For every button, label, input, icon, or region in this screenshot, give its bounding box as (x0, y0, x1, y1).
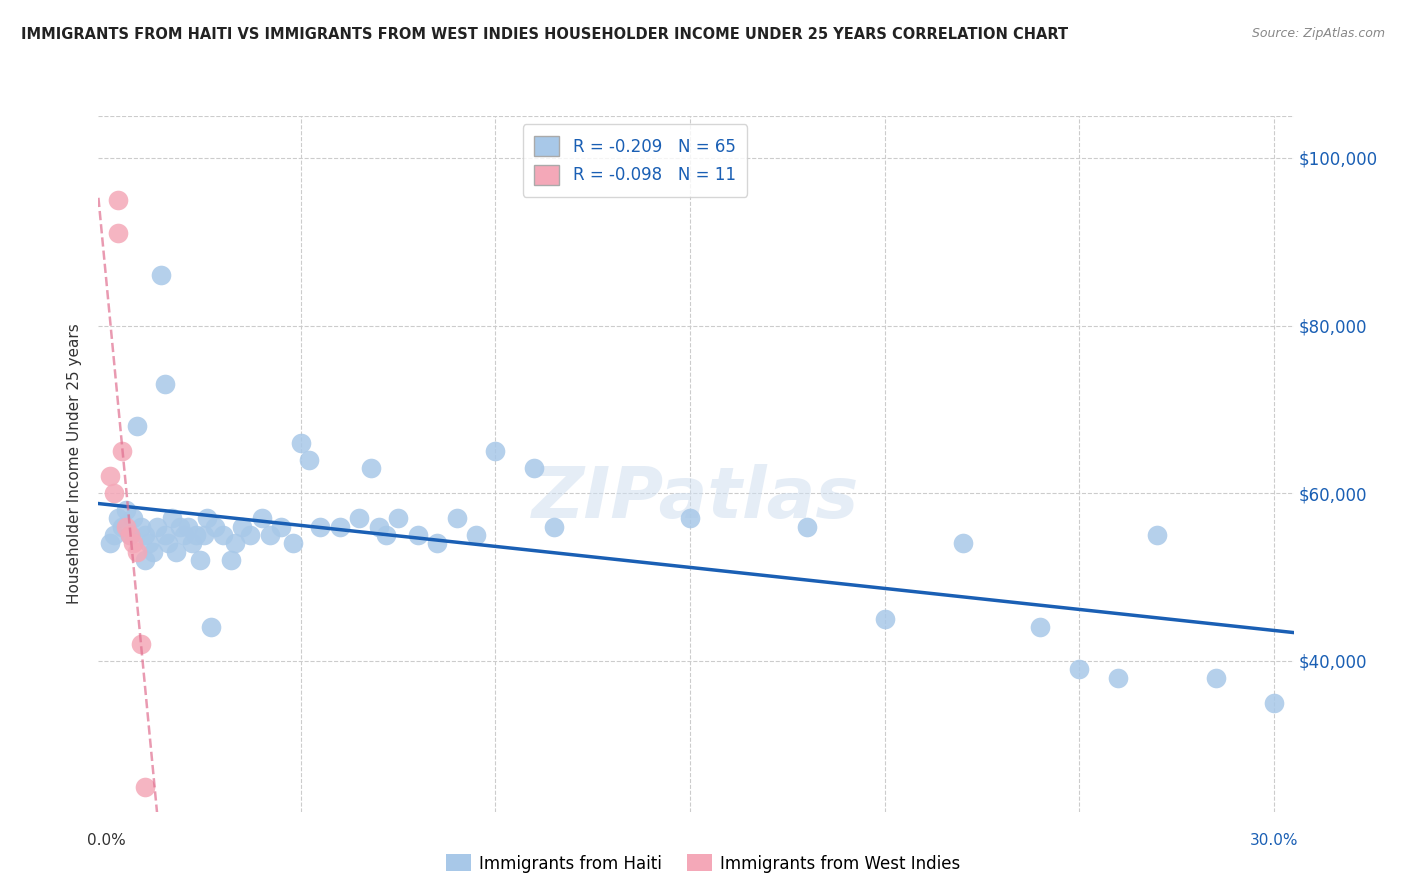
Point (114, 519, 136, 533)
Point (118, 528, 141, 542)
Point (250, 511, 273, 525)
Point (184, 528, 207, 542)
Point (298, 452, 321, 467)
Point (329, 519, 352, 533)
Point (375, 528, 398, 542)
Point (107, 511, 129, 525)
Point (169, 519, 191, 533)
Point (118, 528, 141, 542)
Point (212, 528, 235, 542)
Point (98, 469, 121, 483)
Point (134, 553, 156, 567)
Point (153, 377, 176, 392)
Point (197, 511, 219, 525)
Point (149, 268, 172, 283)
Point (177, 519, 200, 533)
Point (367, 519, 389, 533)
Point (290, 436, 312, 450)
Point (153, 528, 176, 542)
Point (103, 528, 125, 542)
Point (134, 528, 156, 542)
Point (142, 545, 165, 559)
Point (200, 620, 222, 634)
Point (224, 536, 246, 550)
Legend: Immigrants from Haiti, Immigrants from West Indies: Immigrants from Haiti, Immigrants from W… (439, 847, 967, 880)
Point (129, 519, 152, 533)
Point (270, 519, 292, 533)
Point (114, 503, 136, 517)
Point (484, 444, 506, 458)
Point (1107, 671, 1129, 685)
Text: 0.0%: 0.0% (87, 832, 125, 847)
Point (426, 536, 449, 550)
Point (259, 528, 281, 542)
Point (231, 519, 253, 533)
Point (157, 536, 180, 550)
Point (146, 519, 169, 533)
Point (239, 528, 262, 542)
Point (465, 528, 488, 542)
Point (134, 780, 156, 794)
Point (127, 419, 149, 434)
Point (103, 486, 125, 500)
Point (107, 227, 129, 241)
Point (309, 519, 332, 533)
Point (1029, 620, 1052, 634)
Point (873, 612, 896, 626)
Point (679, 511, 702, 525)
Point (165, 545, 187, 559)
Point (406, 528, 429, 542)
Point (219, 553, 242, 567)
Point (1069, 662, 1091, 676)
Point (129, 637, 152, 651)
Point (446, 511, 468, 525)
Point (1205, 671, 1227, 685)
Point (138, 536, 160, 550)
Point (360, 461, 382, 475)
Point (188, 553, 211, 567)
Point (98, 536, 121, 550)
Point (387, 511, 409, 525)
Point (107, 193, 129, 207)
Y-axis label: Householder Income Under 25 years: Householder Income Under 25 years (67, 324, 83, 604)
Text: 30.0%: 30.0% (1250, 832, 1298, 847)
Point (127, 545, 149, 559)
Point (122, 511, 145, 525)
Point (796, 519, 818, 533)
Point (281, 536, 304, 550)
Point (523, 461, 546, 475)
Point (111, 519, 134, 533)
Point (1263, 696, 1285, 710)
Text: ZIPatlas: ZIPatlas (533, 464, 859, 533)
Point (173, 528, 195, 542)
Point (952, 536, 974, 550)
Point (204, 519, 226, 533)
Point (193, 528, 215, 542)
Point (122, 536, 145, 550)
Text: IMMIGRANTS FROM HAITI VS IMMIGRANTS FROM WEST INDIES HOUSEHOLDER INCOME UNDER 25: IMMIGRANTS FROM HAITI VS IMMIGRANTS FROM… (21, 27, 1069, 42)
Point (180, 536, 202, 550)
Point (543, 519, 565, 533)
Legend: R = -0.209   N = 65, R = -0.098   N = 11: R = -0.209 N = 65, R = -0.098 N = 11 (523, 124, 748, 196)
Point (349, 511, 371, 525)
Point (1146, 528, 1168, 542)
Point (111, 444, 134, 458)
Text: Source: ZipAtlas.com: Source: ZipAtlas.com (1251, 27, 1385, 40)
Point (162, 511, 184, 525)
